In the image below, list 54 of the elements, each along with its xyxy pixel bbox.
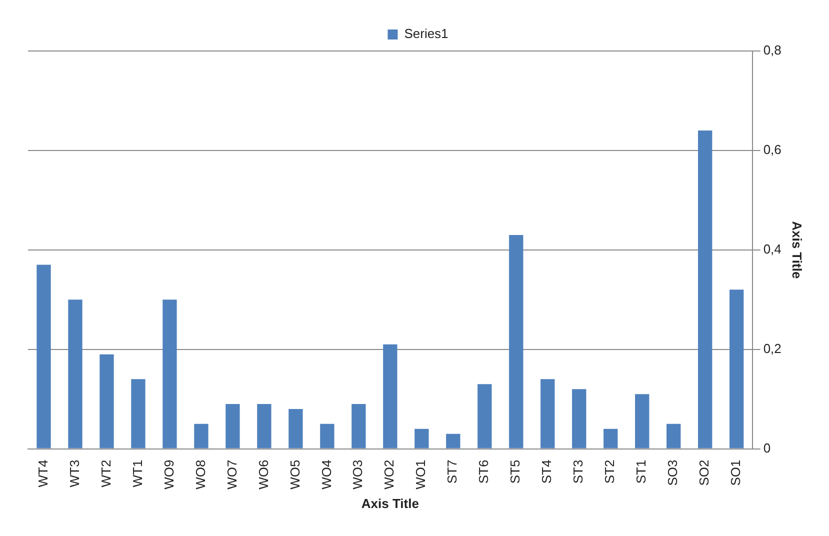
x-tick-label: SO2 <box>696 460 712 486</box>
legend-label: Series1 <box>404 26 448 42</box>
bar <box>36 264 51 448</box>
bar <box>257 404 272 448</box>
bar <box>383 344 398 448</box>
bar <box>698 130 712 448</box>
bar <box>540 379 555 448</box>
x-tick-label: ST7 <box>444 460 460 484</box>
x-tick-label: WO1 <box>413 460 428 490</box>
bar <box>446 434 460 448</box>
bar <box>478 384 492 448</box>
x-tick-label: ST3 <box>570 460 586 484</box>
bar <box>226 404 240 448</box>
x-axis-title: Axis Title <box>361 496 419 511</box>
y-tick-label: 0,8 <box>763 42 782 58</box>
bar <box>635 394 650 448</box>
x-tick-label: WO5 <box>287 460 302 490</box>
bar <box>604 428 618 448</box>
x-tick-label: WO6 <box>256 460 271 490</box>
bar <box>352 404 366 448</box>
x-tick-label: WT4 <box>35 460 50 488</box>
y-axis-title: Axis Title <box>790 221 805 279</box>
x-tick-label: SO3 <box>665 460 680 486</box>
x-tick-label: WT2 <box>98 460 114 488</box>
bar <box>131 379 146 448</box>
bar <box>162 300 177 448</box>
x-tick-label: WO2 <box>382 460 397 490</box>
bar <box>68 300 82 448</box>
y-tick-label: 0,4 <box>763 241 782 256</box>
x-tick-label: SO1 <box>728 460 744 486</box>
x-tick-label: WO9 <box>161 460 176 490</box>
bar <box>509 234 524 448</box>
x-tick-label: ST4 <box>539 460 554 484</box>
x-tick-label: WO3 <box>350 460 366 490</box>
bar <box>288 409 303 448</box>
bar <box>100 354 114 448</box>
x-tick-label: WT1 <box>130 460 145 488</box>
x-tick-label: ST2 <box>602 460 618 484</box>
x-tick-label: ST6 <box>476 460 492 484</box>
x-tick-label: WT3 <box>66 460 82 488</box>
y-tick-label: 0 <box>763 440 771 456</box>
bar <box>414 428 429 448</box>
y-tick-label: 0,2 <box>763 340 782 356</box>
bar <box>194 424 208 448</box>
x-tick-label: WO7 <box>224 460 240 490</box>
y-tick-label: 0,6 <box>763 142 782 158</box>
x-tick-label: WO4 <box>318 460 334 490</box>
x-tick-label: ST5 <box>508 460 523 484</box>
bar <box>320 424 334 448</box>
bar <box>572 389 586 448</box>
x-tick-label: ST1 <box>634 460 649 484</box>
bar <box>666 424 681 448</box>
x-tick-label: WO8 <box>192 460 208 490</box>
bar <box>729 290 744 448</box>
